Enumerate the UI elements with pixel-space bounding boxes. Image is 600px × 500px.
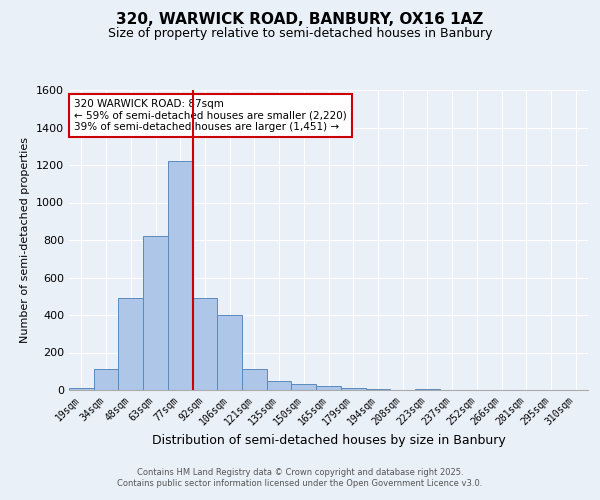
Bar <box>242 370 267 390</box>
Bar <box>316 386 341 390</box>
Y-axis label: Number of semi-detached properties: Number of semi-detached properties <box>20 137 31 343</box>
Bar <box>118 298 143 390</box>
Text: 320 WARWICK ROAD: 87sqm
← 59% of semi-detached houses are smaller (2,220)
39% of: 320 WARWICK ROAD: 87sqm ← 59% of semi-de… <box>74 99 347 132</box>
Bar <box>168 161 193 390</box>
Bar <box>341 388 365 390</box>
Bar <box>292 384 316 390</box>
Bar <box>217 315 242 390</box>
Bar <box>94 370 118 390</box>
Bar <box>143 236 168 390</box>
Text: Size of property relative to semi-detached houses in Banbury: Size of property relative to semi-detach… <box>108 28 492 40</box>
Bar <box>193 298 217 390</box>
Bar <box>69 388 94 390</box>
Bar <box>365 388 390 390</box>
Bar <box>267 380 292 390</box>
Text: Contains HM Land Registry data © Crown copyright and database right 2025.
Contai: Contains HM Land Registry data © Crown c… <box>118 468 482 487</box>
X-axis label: Distribution of semi-detached houses by size in Banbury: Distribution of semi-detached houses by … <box>152 434 505 447</box>
Text: 320, WARWICK ROAD, BANBURY, OX16 1AZ: 320, WARWICK ROAD, BANBURY, OX16 1AZ <box>116 12 484 28</box>
